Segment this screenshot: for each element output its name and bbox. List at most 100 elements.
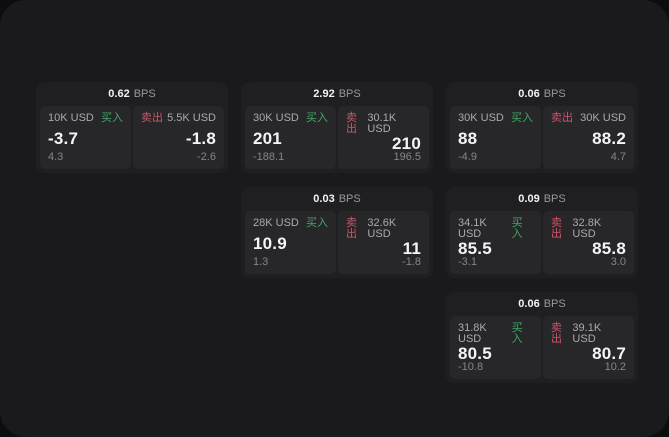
sell-amount: 5.5K USD — [167, 112, 216, 124]
buy-price: 201 — [253, 128, 282, 148]
quote-card: 0.03 BPS 28K USD 买入 10.9 1.3 卖出 — [241, 187, 433, 278]
sell-price: 80.7 — [592, 344, 626, 363]
sell-price: 210 — [392, 134, 421, 153]
sell-side-label: 卖出 — [141, 112, 163, 124]
quote-card: 2.92 BPS 30K USD 买入 201 -188.1 卖出 — [241, 82, 433, 173]
sell-amount: 32.8K USD — [572, 217, 602, 240]
sell-side-label: 卖出 — [346, 217, 357, 240]
bps-unit-label: BPS — [543, 87, 566, 100]
buy-delta: -3.1 — [458, 256, 477, 268]
sell-price: -1.8 — [185, 128, 216, 148]
buy-tile[interactable]: 31.8K USD 买入 80.5 -10.8 — [450, 316, 541, 379]
buy-top-line: 31.8K USD 买入 — [458, 323, 533, 345]
bps-header: 0.06 BPS — [450, 292, 634, 316]
buy-price: 88 — [458, 128, 478, 148]
buy-delta: -10.8 — [458, 361, 484, 373]
sell-top-line: 卖出 32.8K USD — [551, 218, 626, 240]
quote-body: 34.1K USD 买入 85.5 -3.1 卖出 32.8K USD 85.8… — [450, 211, 634, 274]
quote-card: 0.06 BPS 30K USD 买入 88 -4.9 卖出 — [446, 82, 638, 173]
quote-body: 28K USD 买入 10.9 1.3 卖出 32.6K USD 11 -1.8 — [245, 211, 429, 274]
quote-card: 0.06 BPS 31.8K USD 买入 80.5 -10.8 卖 — [446, 292, 638, 383]
buy-price: -3.7 — [48, 128, 79, 148]
buy-side-label: 买入 — [511, 112, 533, 124]
buy-side-label: 买入 — [306, 217, 328, 229]
buy-top-line: 30K USD 买入 — [253, 113, 328, 124]
sell-price: 85.8 — [592, 239, 626, 258]
sell-tile[interactable]: 卖出 32.8K USD 85.8 3.0 — [543, 211, 634, 274]
sell-amount: 32.6K USD — [367, 217, 397, 240]
bps-value: 2.92 — [313, 87, 335, 100]
buy-amount: 28K USD — [253, 217, 299, 229]
quotes-grid: 0.62 BPS 10K USD 买入 -3.7 4.3 卖出 — [36, 82, 638, 383]
buy-tile[interactable]: 28K USD 买入 10.9 1.3 — [245, 211, 336, 274]
buy-price: 80.5 — [458, 344, 492, 363]
sell-tile[interactable]: 卖出 30K USD 88.2 4.7 — [543, 106, 634, 169]
buy-delta: -188.1 — [253, 151, 285, 163]
bps-unit-label: BPS — [543, 297, 566, 310]
sell-side-label: 卖出 — [551, 217, 562, 240]
sell-top-line: 卖出 5.5K USD — [141, 113, 216, 124]
sell-tile[interactable]: 卖出 30.1K USD 210 196.5 — [338, 106, 429, 169]
sell-delta: 4.7 — [610, 151, 626, 163]
bps-unit-label: BPS — [543, 192, 566, 205]
buy-side-label: 买入 — [101, 112, 123, 124]
sell-amount: 30K USD — [580, 112, 626, 124]
sell-price: 11 — [402, 239, 421, 258]
sell-side-label: 卖出 — [551, 322, 562, 345]
buy-amount: 30K USD — [458, 112, 504, 124]
buy-amount: 10K USD — [48, 112, 94, 124]
buy-amount: 34.1K USD — [458, 217, 487, 240]
quote-body: 30K USD 买入 88 -4.9 卖出 30K USD 88.2 4.7 — [450, 106, 634, 169]
sell-amount: 39.1K USD — [572, 322, 602, 345]
buy-top-line: 28K USD 买入 — [253, 218, 328, 229]
bps-header: 0.06 BPS — [450, 82, 634, 106]
bps-unit-label: BPS — [133, 87, 156, 100]
bps-header: 0.03 BPS — [245, 187, 429, 211]
quote-card: 0.62 BPS 10K USD 买入 -3.7 4.3 卖出 — [36, 82, 228, 173]
bps-unit-label: BPS — [338, 87, 361, 100]
sell-delta: -1.8 — [402, 256, 421, 268]
bps-header: 2.92 BPS — [245, 82, 429, 106]
buy-delta: 4.3 — [48, 151, 64, 163]
bps-header: 0.62 BPS — [40, 82, 224, 106]
buy-side-label: 买入 — [511, 217, 523, 240]
buy-price: 85.5 — [458, 239, 492, 258]
buy-side-label: 买入 — [511, 322, 523, 345]
sell-top-line: 卖出 30K USD — [551, 113, 626, 124]
bps-header: 0.09 BPS — [450, 187, 634, 211]
sell-delta: 3.0 — [610, 256, 626, 268]
sell-top-line: 卖出 39.1K USD — [551, 323, 626, 345]
sell-tile[interactable]: 卖出 32.6K USD 11 -1.8 — [338, 211, 429, 274]
buy-tile[interactable]: 34.1K USD 买入 85.5 -3.1 — [450, 211, 541, 274]
buy-tile[interactable]: 30K USD 买入 88 -4.9 — [450, 106, 541, 169]
buy-tile[interactable]: 10K USD 买入 -3.7 4.3 — [40, 106, 131, 169]
bps-value: 0.06 — [518, 87, 540, 100]
bps-value: 0.09 — [518, 192, 540, 205]
sell-side-label: 卖出 — [551, 112, 573, 124]
buy-amount: 31.8K USD — [458, 322, 487, 345]
bps-unit-label: BPS — [338, 192, 361, 205]
buy-delta: -4.9 — [458, 151, 477, 163]
buy-top-line: 34.1K USD 买入 — [458, 218, 533, 240]
sell-tile[interactable]: 卖出 5.5K USD -1.8 -2.6 — [133, 106, 224, 169]
quote-body: 30K USD 买入 201 -188.1 卖出 30.1K USD 210 1… — [245, 106, 429, 169]
sell-price: 88.2 — [592, 128, 626, 148]
buy-side-label: 买入 — [306, 112, 328, 124]
sell-delta: 10.2 — [604, 361, 626, 373]
sell-delta: 196.5 — [393, 151, 421, 163]
buy-delta: 1.3 — [253, 256, 269, 268]
quote-card: 0.09 BPS 34.1K USD 买入 85.5 -3.1 卖出 — [446, 187, 638, 278]
buy-amount: 30K USD — [253, 112, 299, 124]
sell-top-line: 卖出 32.6K USD — [346, 218, 421, 240]
bps-value: 0.03 — [313, 192, 335, 205]
sell-side-label: 卖出 — [346, 112, 357, 135]
sell-tile[interactable]: 卖出 39.1K USD 80.7 10.2 — [543, 316, 634, 379]
bps-value: 0.06 — [518, 297, 540, 310]
sell-delta: -2.6 — [197, 151, 216, 163]
buy-top-line: 30K USD 买入 — [458, 113, 533, 124]
buy-top-line: 10K USD 买入 — [48, 113, 123, 124]
sell-top-line: 卖出 30.1K USD — [346, 113, 421, 135]
buy-tile[interactable]: 30K USD 买入 201 -188.1 — [245, 106, 336, 169]
